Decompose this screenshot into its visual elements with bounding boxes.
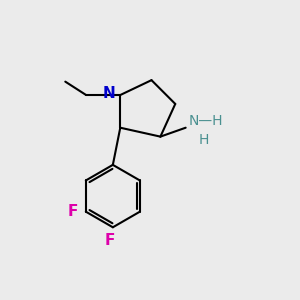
Text: F: F	[105, 233, 115, 248]
Text: H: H	[199, 133, 209, 147]
Text: N—H: N—H	[189, 114, 223, 128]
Text: N: N	[102, 86, 115, 101]
Text: F: F	[68, 204, 78, 219]
